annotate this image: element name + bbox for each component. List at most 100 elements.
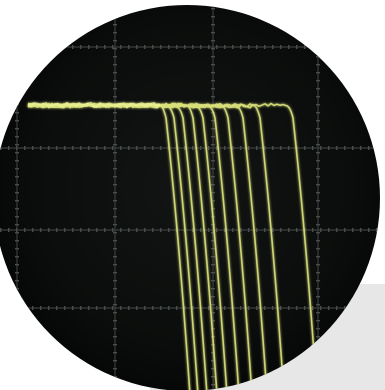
grid-tick-mark [8, 228, 10, 232]
grid-tick-mark [316, 240, 320, 242]
grid-tick-mark [113, 224, 117, 226]
grid-tick-mark [211, 184, 215, 186]
grid-tick-mark [15, 256, 19, 258]
grid-tick-mark [144, 146, 146, 150]
grid-tick-mark [316, 184, 320, 186]
grid-tick-mark [211, 320, 215, 322]
grid-tick-mark [192, 45, 194, 49]
grid-tick-mark [15, 240, 19, 242]
grid-tick-mark [360, 45, 362, 49]
grid-tick-mark [15, 336, 19, 338]
grid-tick-mark [144, 306, 146, 310]
grid-tick-mark [200, 228, 202, 232]
grid-tick-mark [316, 384, 320, 386]
grid-tick-mark [316, 136, 320, 138]
grid-tick-mark [72, 306, 74, 310]
grid-tick-mark [316, 192, 320, 194]
grid-tick-mark [200, 45, 202, 49]
grid-tick-mark [15, 272, 19, 274]
grid-tick-mark [288, 306, 290, 310]
grid-tick-mark [316, 24, 320, 26]
grid-tick-mark [96, 228, 98, 232]
grid-tick-mark [211, 80, 215, 82]
grid-tick-mark [211, 72, 215, 74]
grid-tick-mark [113, 120, 117, 122]
grid-tick-mark [316, 200, 320, 202]
grid-tick-mark [15, 152, 19, 154]
grid-tick-mark [0, 45, 2, 49]
grid-tick-mark [15, 312, 19, 314]
grid-tick-mark [316, 72, 320, 74]
grid-tick-mark [320, 146, 322, 150]
grid-tick-mark [15, 232, 19, 234]
grid-tick-mark [376, 146, 378, 150]
grid-tick-mark [211, 264, 215, 266]
grid-tick-mark [211, 8, 215, 10]
grid-tick-mark [328, 228, 330, 232]
grid-tick-mark [15, 64, 19, 66]
grid-tick-mark [15, 352, 19, 354]
grid-tick-mark [316, 248, 320, 250]
grid-tick-mark [211, 272, 215, 274]
grid-tick-mark [272, 228, 274, 232]
grid-tick-mark [211, 48, 215, 50]
grid-tick-mark [16, 306, 18, 310]
grid-tick-mark [304, 306, 306, 310]
grid-tick-mark [113, 312, 117, 314]
grid-tick-mark [113, 88, 117, 90]
grid-tick-mark [328, 306, 330, 310]
grid-tick-mark [15, 24, 19, 26]
grid-tick-mark [316, 32, 320, 34]
grid-tick-mark [113, 320, 117, 322]
grid-tick-mark [15, 360, 19, 362]
grid-tick-mark [168, 228, 170, 232]
grid-tick-mark [211, 136, 215, 138]
grid-tick-mark [113, 376, 117, 378]
grid-tick-mark [312, 306, 314, 310]
grid-tick-mark [368, 45, 370, 49]
grid-tick-mark [88, 45, 90, 49]
grid-tick-mark [296, 228, 298, 232]
grid-tick-mark [152, 228, 154, 232]
grid-tick-mark [113, 152, 117, 154]
grid-tick-mark [160, 45, 162, 49]
grid-tick-mark [208, 228, 210, 232]
grid-tick-mark [136, 146, 138, 150]
grid-tick-mark [368, 306, 370, 310]
grid-tick-mark [184, 306, 186, 310]
grid-tick-mark [360, 146, 362, 150]
grid-tick-mark [113, 232, 117, 234]
grid-tick-mark [316, 120, 320, 122]
grid-tick-mark [15, 104, 19, 106]
grid-tick-mark [296, 45, 298, 49]
grid-tick-mark [316, 176, 320, 178]
grid-tick-mark [113, 112, 117, 114]
grid-tick-mark [316, 232, 320, 234]
grid-tick-mark [288, 45, 290, 49]
grid-tick-mark [256, 306, 258, 310]
grid-tick-mark [113, 40, 117, 42]
grid-tick-mark [336, 146, 338, 150]
grid-tick-mark [24, 45, 26, 49]
signal-traces [27, 101, 318, 390]
grid-tick-mark [248, 45, 250, 49]
grid-tick-mark [15, 144, 19, 146]
grid-tick-mark [216, 45, 218, 49]
grid-tick-mark [304, 45, 306, 49]
grid-tick-mark [368, 146, 370, 150]
grid-tick-mark [112, 146, 114, 150]
grid-tick-mark [40, 45, 42, 49]
grid-tick-mark [316, 144, 320, 146]
grid-tick-mark [120, 146, 122, 150]
grid-tick-mark [240, 45, 242, 49]
grid-tick-mark [8, 306, 10, 310]
grid-tick-mark [312, 45, 314, 49]
grid-tick-mark [56, 45, 58, 49]
grid-tick-mark [316, 128, 320, 130]
grid-tick-mark [264, 306, 266, 310]
grid-tick-mark [80, 306, 82, 310]
grid-tick-mark [113, 192, 117, 194]
